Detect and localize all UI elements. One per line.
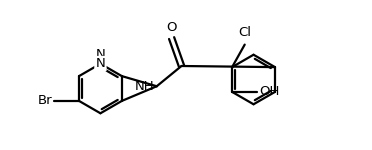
Text: N: N — [96, 57, 105, 70]
Text: N: N — [96, 48, 105, 62]
Text: O: O — [166, 21, 177, 34]
Text: NH: NH — [135, 80, 154, 93]
Text: OH: OH — [259, 85, 279, 98]
Text: Br: Br — [37, 94, 52, 107]
Text: Br: Br — [37, 94, 52, 107]
Text: Cl: Cl — [238, 26, 251, 39]
